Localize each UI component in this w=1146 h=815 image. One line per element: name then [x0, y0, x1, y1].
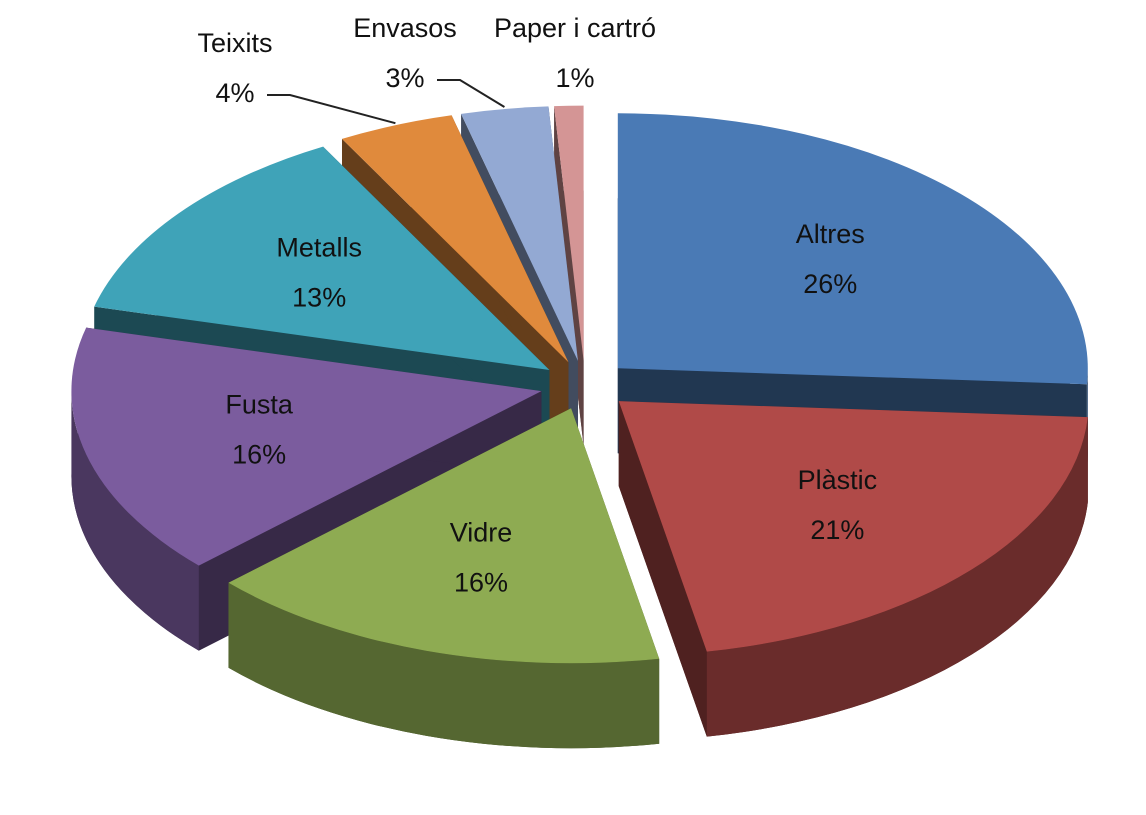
- slice: [71, 327, 542, 566]
- slice: [228, 408, 660, 749]
- slice-outer-wall: [706, 417, 1088, 737]
- category-label: Metalls: [276, 232, 362, 262]
- category-label: Teixits: [197, 28, 272, 58]
- slice: [461, 106, 578, 361]
- value-label: 26%: [803, 269, 857, 299]
- slice: [228, 408, 660, 664]
- value-label: 16%: [232, 440, 286, 470]
- slices: [71, 105, 1088, 749]
- slice-outer-wall: [228, 582, 660, 749]
- value-label: 13%: [292, 282, 346, 312]
- category-label: Vidre: [450, 518, 513, 548]
- slice: [342, 115, 569, 363]
- value-label: 3%: [385, 63, 424, 93]
- slice: [618, 401, 1088, 737]
- slice: [94, 146, 550, 371]
- category-label: Paper i cartró: [494, 13, 656, 43]
- slice-outer-wall: [71, 391, 199, 651]
- slice-wall: [618, 401, 707, 737]
- value-label: 1%: [555, 63, 594, 93]
- slice: [554, 105, 584, 361]
- labels: Altres 26% Plàstic 21% Vidre 16% Fusta 16% Metal…: [197, 13, 877, 598]
- value-label: 4%: [215, 78, 254, 108]
- value-label: 16%: [454, 568, 508, 598]
- slice: [618, 401, 1088, 652]
- leader-line: [437, 79, 505, 108]
- category-label: Envasos: [353, 13, 457, 43]
- category-label: Plàstic: [798, 465, 878, 495]
- slice: [617, 113, 1088, 385]
- category-label: Fusta: [225, 390, 294, 420]
- value-label: 21%: [810, 515, 864, 545]
- category-label: Altres: [796, 219, 865, 249]
- leader-line: [267, 94, 396, 125]
